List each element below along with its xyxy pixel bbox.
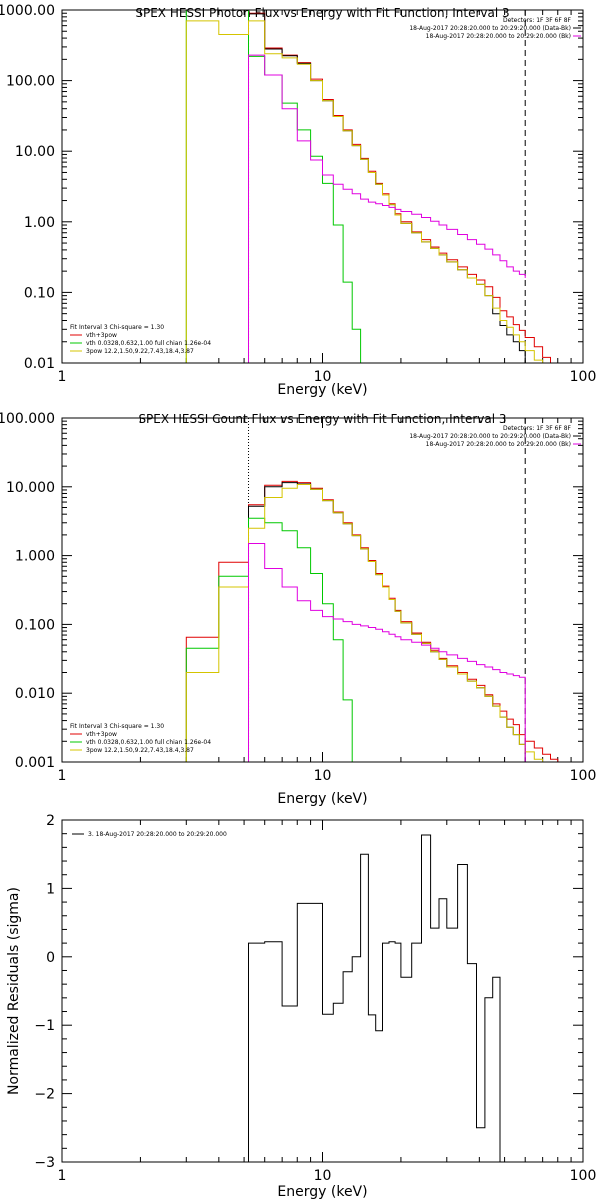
legend-entry: vth 0.0328,0.632,1.00 full chian 1.26e-0… bbox=[86, 739, 211, 746]
legend-entry: Fit Interval 3 Chi-square = 1.30 bbox=[70, 324, 164, 331]
count-flux-chart: SPEX HESSI Count Flux vs Energy with Fit… bbox=[0, 411, 596, 807]
series-line-vth-3pow bbox=[185, 480, 572, 763]
plot-frame bbox=[61, 819, 584, 1163]
series-line-bk bbox=[248, 543, 526, 762]
series-group bbox=[248, 834, 501, 1162]
y-tick-label: 0.010 bbox=[15, 686, 55, 702]
axis-ticks: 1 10 100 0.001 0.010 0.100 1.000 10.000 100.000 bbox=[0, 411, 596, 784]
legend-entry: Fit Interval 3 Chi-square = 1.30 bbox=[70, 723, 164, 730]
y-tick-label: 100.000 bbox=[0, 411, 55, 427]
y-tick-label: 100.00 bbox=[6, 74, 55, 90]
y-tick-label: −3 bbox=[34, 1155, 55, 1171]
legend-entry: 18-Aug-2017 20:28:20.000 to 20:29:20.000… bbox=[409, 433, 571, 440]
legend-bottom: Fit Interval 3 Chi-square = 1.30vth+3pow… bbox=[70, 723, 211, 754]
legend-entry: 18-Aug-2017 20:28:20.000 to 20:29:20.000… bbox=[426, 33, 571, 40]
legend-entry: Detectors: 1F 3F 6F 8F bbox=[503, 17, 572, 24]
x-tick-label: 10 bbox=[314, 369, 332, 385]
reference-lines bbox=[248, 418, 526, 762]
y-tick-label: 0.100 bbox=[15, 617, 55, 633]
legend-bottom: Fit Interval 3 Chi-square = 1.30vth+3pow… bbox=[70, 324, 211, 355]
series-line-vth-3pow bbox=[248, 12, 551, 363]
series-line-data-bk bbox=[248, 482, 526, 762]
series-line-vth bbox=[185, 517, 361, 763]
series-line-3pow bbox=[185, 484, 572, 763]
legend-entry: 3pow 12.2,1.50,9.22,7.43,18.4,3.87 bbox=[86, 747, 194, 754]
y-tick-label: −2 bbox=[34, 1087, 55, 1103]
y-tick-label: 10.000 bbox=[6, 480, 55, 496]
series-line-data-bk bbox=[248, 13, 526, 363]
plot-frame bbox=[61, 417, 584, 763]
legend-entry: vth+3pow bbox=[86, 731, 117, 738]
x-tick-label: 100 bbox=[570, 768, 597, 784]
y-tick-label: 0 bbox=[46, 950, 55, 966]
legend-entry: Detectors: 1F 3F 6F 8F bbox=[503, 425, 572, 432]
x-tick-label: 1 bbox=[58, 369, 67, 385]
series-group bbox=[185, 9, 551, 364]
x-tick-label: 10 bbox=[314, 1168, 332, 1184]
x-tick-label: 10 bbox=[314, 768, 332, 784]
legend-entry: 18-Aug-2017 20:28:20.000 to 20:29:20.000… bbox=[426, 441, 571, 448]
y-tick-label: 0.10 bbox=[24, 285, 55, 301]
x-axis-label: Energy (keV) bbox=[277, 1184, 367, 1200]
y-tick-label: 10.00 bbox=[15, 144, 55, 160]
x-tick-label: 100 bbox=[570, 1168, 597, 1184]
legend-entry: vth 0.0328,0.632,1.00 full chian 1.26e-0… bbox=[86, 340, 211, 347]
y-tick-label: 0.01 bbox=[24, 356, 55, 372]
x-tick-label: 100 bbox=[570, 369, 597, 385]
series-line-vth bbox=[185, 9, 362, 363]
y-tick-label: 2 bbox=[46, 813, 55, 829]
x-axis-label: Energy (keV) bbox=[277, 791, 367, 807]
y-tick-label: 1000.00 bbox=[0, 3, 55, 19]
y-tick-label: 1 bbox=[46, 881, 55, 897]
series-line-bk bbox=[248, 54, 526, 363]
y-tick-label: 1.000 bbox=[15, 549, 55, 565]
x-tick-label: 1 bbox=[58, 1168, 67, 1184]
y-tick-label: 0.001 bbox=[15, 755, 55, 771]
axis-ticks: 1 10 100 −3 −2 −1 0 1 2 bbox=[34, 813, 596, 1184]
legend: 3. 18-Aug-2017 20:28:20.000 to 20:29:20.… bbox=[72, 831, 227, 838]
y-tick-label: −1 bbox=[34, 1018, 55, 1034]
plot-frame bbox=[61, 9, 584, 364]
residuals-chart: Energy (keV) Normalized Residuals (sigma… bbox=[6, 813, 596, 1200]
y-tick-label: 1.00 bbox=[24, 215, 55, 231]
photon-flux-chart: SPEX HESSI Photon Flux vs Energy with Fi… bbox=[0, 3, 596, 398]
reference-lines bbox=[248, 10, 526, 363]
legend-entry: vth+3pow bbox=[86, 332, 117, 339]
x-tick-label: 1 bbox=[58, 768, 67, 784]
series-line-3-18-aug-2017-20-28-20-000-to-20-29-20-000 bbox=[248, 834, 501, 1162]
legend-entry: 18-Aug-2017 20:28:20.000 to 20:29:20.000… bbox=[409, 25, 571, 32]
legend-entry: 3pow 12.2,1.50,9.22,7.43,18.4,3.87 bbox=[86, 348, 194, 355]
axis-ticks: 1 10 100 0.01 0.10 1.00 10.00 100.00 1000.00 bbox=[0, 3, 596, 385]
y-axis-label: Normalized Residuals (sigma) bbox=[6, 887, 22, 1095]
x-axis-label: Energy (keV) bbox=[277, 382, 367, 398]
series-line-3pow bbox=[185, 20, 551, 364]
series-group bbox=[185, 480, 572, 763]
legend-entry: 3. 18-Aug-2017 20:28:20.000 to 20:29:20.… bbox=[88, 831, 227, 838]
